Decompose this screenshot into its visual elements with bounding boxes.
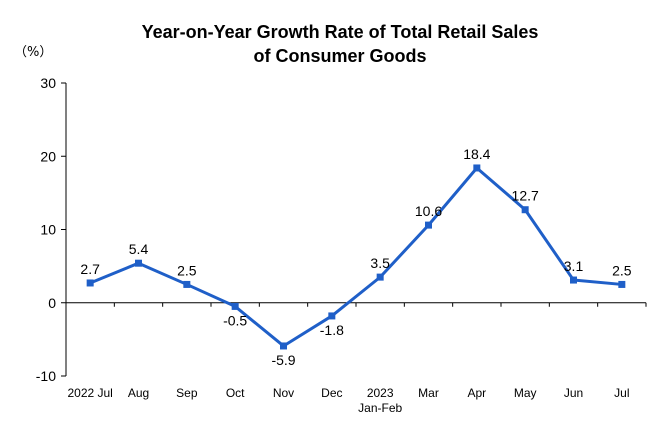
- data-point-marker: [231, 302, 239, 310]
- x-tick-label: May: [514, 386, 537, 400]
- data-point-marker: [618, 280, 626, 288]
- x-tick-label: Dec: [321, 386, 342, 400]
- data-point-marker: [570, 276, 577, 284]
- data-label: 5.4: [129, 241, 149, 257]
- data-point-marker: [328, 312, 336, 320]
- data-point-marker: [280, 342, 287, 350]
- x-tick-label: Nov: [273, 386, 294, 400]
- data-label: 3.5: [370, 255, 390, 271]
- data-label: 2.5: [177, 262, 197, 278]
- data-label: -0.5: [223, 312, 247, 328]
- data-label: 10.6: [415, 203, 442, 219]
- data-label: 12.7: [512, 188, 539, 204]
- y-tick-label: 0: [48, 295, 56, 311]
- series-line: [86, 164, 626, 350]
- x-tick-label: Jul: [614, 386, 629, 400]
- x-tick-label: Jan-Feb: [358, 401, 402, 415]
- data-point-marker: [425, 221, 432, 229]
- data-point-marker: [135, 259, 142, 267]
- data-point-marker: [183, 280, 191, 288]
- x-tick-label: Sep: [176, 386, 198, 400]
- y-unit-label: （%）: [14, 45, 52, 60]
- data-label: 3.1: [564, 258, 584, 274]
- chart-title-line-2: of Consumer Goods: [253, 46, 426, 66]
- x-tick-label: Jun: [564, 386, 583, 400]
- data-point-marker: [376, 273, 384, 281]
- chart-title-line-1: Year-on-Year Growth Rate of Total Retail…: [142, 22, 539, 42]
- data-label: 2.7: [80, 261, 100, 277]
- y-tick-label: -10: [36, 368, 56, 384]
- data-label: -5.9: [271, 352, 295, 368]
- series-path: [89, 166, 622, 348]
- x-tick-label: 2022 Jul: [67, 386, 112, 400]
- data-point-marker: [86, 279, 94, 287]
- data-label: 2.5: [612, 262, 632, 278]
- y-tick-label: 20: [40, 148, 56, 164]
- x-tick-label: Apr: [467, 386, 486, 400]
- x-tick-label: Oct: [226, 386, 245, 400]
- x-tick-label: 2023: [367, 386, 394, 400]
- axes: 30 20 10 0 -10: [36, 75, 647, 384]
- y-tick-label: 10: [40, 222, 56, 238]
- data-point-marker: [473, 164, 481, 172]
- data-label: 18.4: [463, 146, 490, 162]
- data-label: -1.8: [320, 322, 344, 338]
- data-labels: 2.7 5.4 2.5 -0.5 -5.9 -1.8 3.5 10.6 18.4 12.7 3.1 2…: [80, 146, 631, 368]
- y-tick-label: 30: [40, 75, 56, 91]
- x-tick-label: Mar: [418, 386, 439, 400]
- x-tick-label: Aug: [128, 386, 149, 400]
- data-point-marker: [521, 206, 529, 214]
